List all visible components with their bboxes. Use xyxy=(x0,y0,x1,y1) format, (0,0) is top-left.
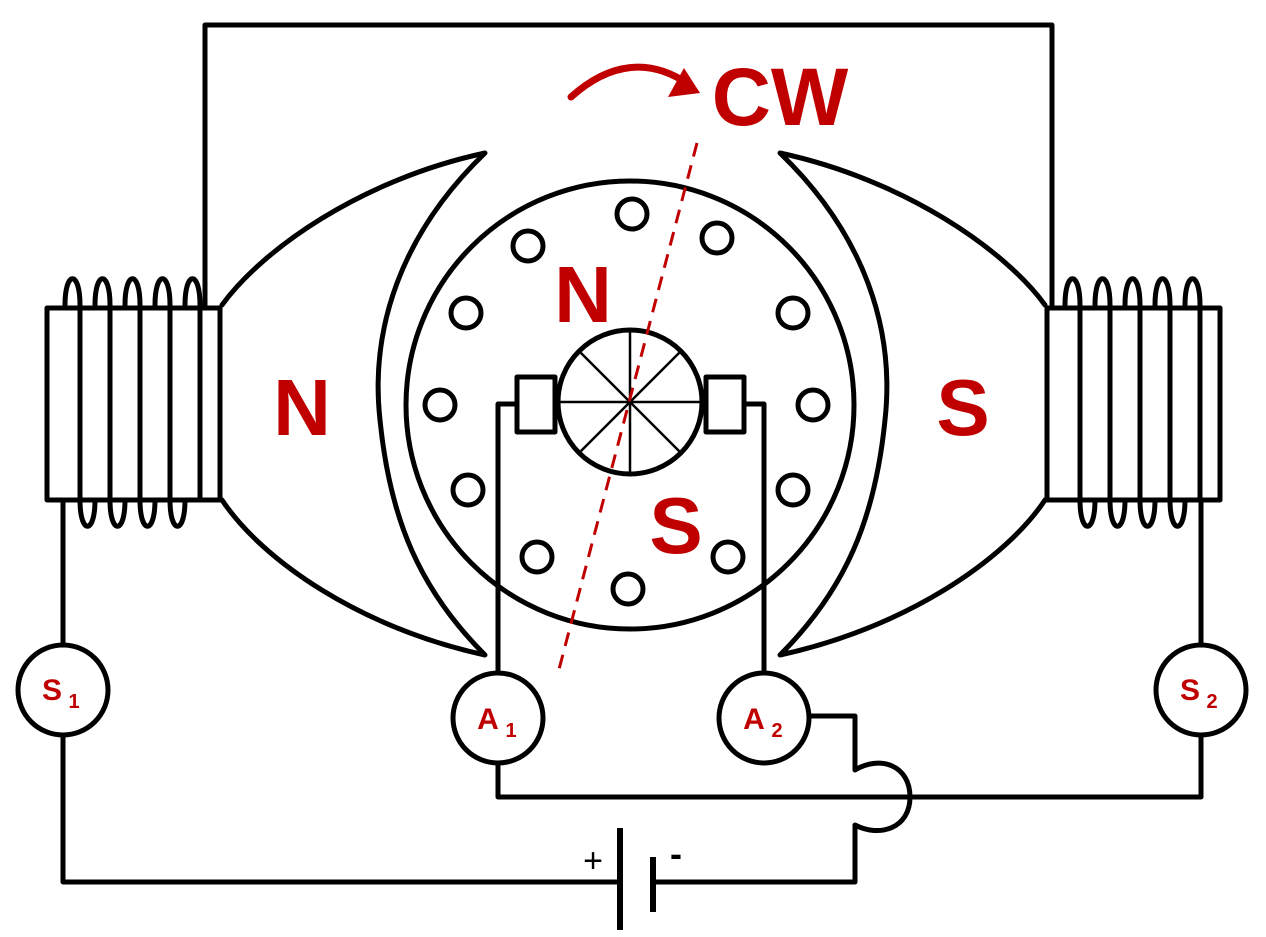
terminal-a1-subscript: 1 xyxy=(505,720,516,742)
terminal-s2: S 2 xyxy=(1153,642,1249,738)
armature-slot xyxy=(795,387,831,423)
battery-plus-label: + xyxy=(583,842,603,880)
terminal-s1: S 1 xyxy=(15,642,111,738)
terminal-s2-letter: S xyxy=(1180,674,1200,707)
terminal-s1-subscript: 1 xyxy=(68,691,79,713)
terminal-a2-subscript: 2 xyxy=(771,720,782,742)
armature-slot xyxy=(775,472,811,508)
right-pole-shoe xyxy=(777,150,1048,658)
clockwise-arrow-icon xyxy=(567,63,700,101)
right-pole-label: S xyxy=(936,363,989,452)
right-field-winding xyxy=(1062,276,1203,529)
armature-slot xyxy=(614,196,650,232)
commutator-segment-line xyxy=(629,351,681,403)
left-pole-label: N xyxy=(273,363,331,452)
battery-icon xyxy=(617,828,656,930)
armature-south-label: S xyxy=(649,481,702,570)
s1-battery-wire xyxy=(60,732,623,885)
left-field-core xyxy=(44,305,223,503)
left-pole-shoe xyxy=(219,150,488,658)
battery-minus-label: - xyxy=(670,833,682,874)
left-field-winding xyxy=(62,276,203,529)
a1-brush-lead xyxy=(495,401,520,673)
armature-slot xyxy=(450,472,486,508)
armature-slot xyxy=(710,539,746,575)
armature-slot xyxy=(510,228,546,264)
armature-slot xyxy=(422,387,458,423)
commutator xyxy=(555,327,705,477)
armature-slot xyxy=(519,539,555,575)
terminal-a2: A 2 xyxy=(716,670,812,766)
armature-slot xyxy=(610,571,646,607)
left-brush xyxy=(514,374,558,435)
commutator-segments xyxy=(560,332,700,472)
terminal-a1: A 1 xyxy=(450,670,546,766)
a2-brush-lead xyxy=(741,401,767,673)
commutator-segment-line xyxy=(579,351,631,403)
right-field-pole xyxy=(777,150,1223,658)
terminal-s2-subscript: 2 xyxy=(1206,691,1217,713)
armature xyxy=(403,178,857,632)
armature-slot xyxy=(699,220,735,256)
terminal-s1-letter: S xyxy=(42,674,62,707)
right-brush xyxy=(703,374,747,435)
terminal-a1-letter: A xyxy=(477,703,499,736)
rotation-direction-label: CW xyxy=(712,52,849,143)
armature-slot xyxy=(775,295,811,331)
armature-slots xyxy=(422,196,831,607)
right-field-core xyxy=(1044,305,1223,503)
commutator-segment-line xyxy=(629,401,681,453)
armature-slot xyxy=(448,295,484,331)
left-field-pole xyxy=(44,150,488,658)
brush-axis-dashed xyxy=(555,142,699,678)
commutator-segment-line xyxy=(579,401,631,453)
terminal-a2-letter: A xyxy=(743,703,765,736)
a2-battery-wire-with-crossover xyxy=(650,713,913,885)
top-frame-wire xyxy=(202,22,1055,308)
armature-north-label: N xyxy=(554,250,612,339)
a1-s2-connection-wire xyxy=(495,732,1204,800)
